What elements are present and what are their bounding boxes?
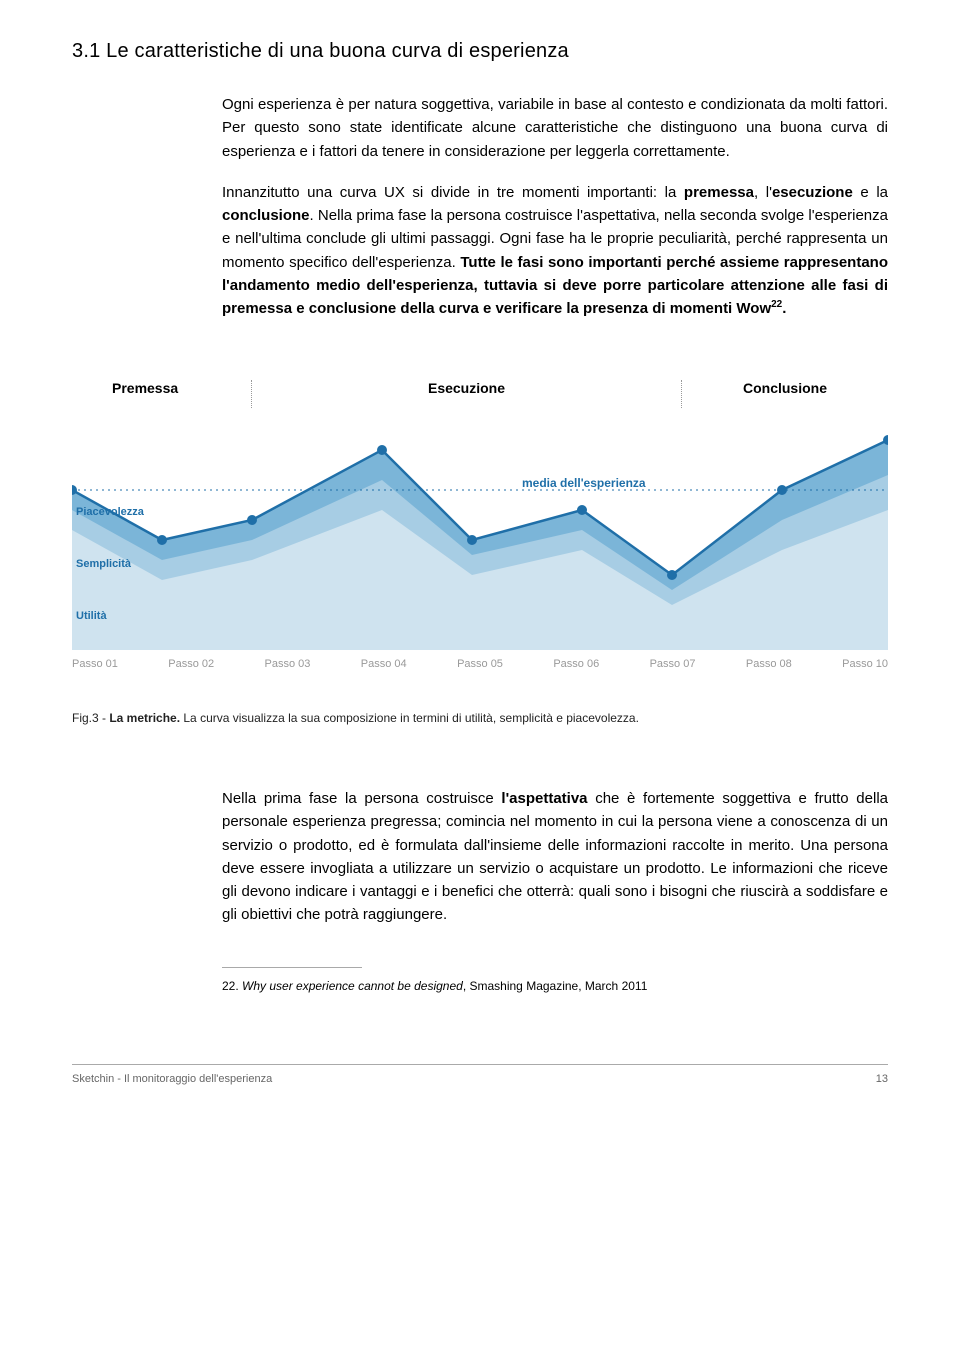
- xtick: Passo 01: [72, 658, 118, 670]
- footer-left: Sketchin - Il monitoraggio dell'esperien…: [72, 1073, 272, 1085]
- phase-conclusione: Conclusione: [682, 380, 888, 408]
- ylabel-piacevolezza: Piacevolezza: [76, 506, 144, 518]
- paragraph-3: Nella prima fase la persona costruisce l…: [222, 787, 888, 927]
- page-footer: Sketchin - Il monitoraggio dell'esperien…: [72, 1064, 888, 1085]
- paragraph-2: Innanzitutto una curva UX si divide in t…: [222, 181, 888, 321]
- section-heading: 3.1 Le caratteristiche di una buona curv…: [72, 40, 888, 63]
- phase-premessa: Premessa: [72, 380, 252, 408]
- xtick: Passo 07: [650, 658, 696, 670]
- chart-xticks: Passo 01 Passo 02 Passo 03 Passo 04 Pass…: [72, 658, 888, 670]
- xtick: Passo 05: [457, 658, 503, 670]
- xtick: Passo 10: [842, 658, 888, 670]
- ux-curve-chart: media dell'esperienza Piacevolezza Sempl…: [72, 420, 888, 650]
- xtick: Passo 03: [265, 658, 311, 670]
- ylabel-utilita: Utilità: [76, 610, 107, 622]
- xtick: Passo 06: [553, 658, 599, 670]
- footnote-separator: [222, 967, 362, 968]
- ylabel-semplicita: Semplicità: [76, 558, 131, 570]
- footnote-22: 22. Why user experience cannot be design…: [222, 978, 888, 995]
- xtick: Passo 08: [746, 658, 792, 670]
- phase-esecuzione: Esecuzione: [252, 380, 682, 408]
- paragraph-1: Ogni esperienza è per natura soggettiva,…: [222, 93, 888, 163]
- xtick: Passo 04: [361, 658, 407, 670]
- figure-caption: Fig.3 - La metriche. La curva visualizza…: [72, 710, 888, 727]
- xtick: Passo 02: [168, 658, 214, 670]
- chart-phase-headers: Premessa Esecuzione Conclusione: [72, 380, 888, 408]
- footer-page-number: 13: [876, 1073, 888, 1085]
- chart-media-label: media dell'esperienza: [522, 476, 646, 490]
